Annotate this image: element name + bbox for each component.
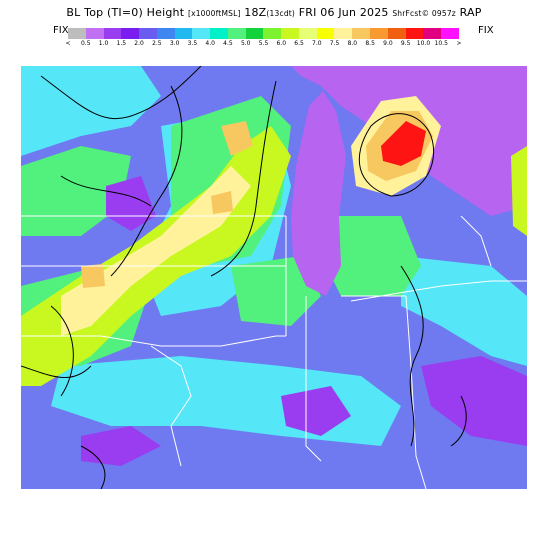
color-scale-bar — [68, 27, 459, 39]
color-scale-tick: 3.5 — [187, 40, 198, 47]
color-scale-tick: 10.5 — [434, 40, 448, 47]
color-scale-tick: 7.0 — [312, 40, 322, 47]
title-time: 18Z — [244, 6, 267, 19]
color-swatch — [370, 28, 388, 39]
color-swatch — [227, 28, 246, 39]
color-scale-tick: 2.0 — [134, 40, 144, 47]
field-green-west — [21, 146, 131, 236]
fix-left-label: FIX — [53, 25, 69, 36]
field-east-edge — [511, 146, 527, 236]
field-green-mid — [231, 256, 321, 326]
color-scale-tick: 7.5 — [329, 40, 340, 47]
color-swatch — [352, 28, 371, 39]
color-swatch — [85, 28, 104, 39]
color-scale-tick: 5.0 — [240, 40, 251, 47]
color-swatch — [103, 28, 122, 39]
color-scale-tick: 2.5 — [152, 40, 162, 47]
color-swatch — [387, 28, 406, 39]
color-swatch — [68, 28, 86, 39]
color-swatch — [210, 28, 228, 39]
field-orange-1 — [221, 121, 253, 156]
color-scale-tick: 4.5 — [223, 40, 233, 47]
color-swatch — [316, 28, 335, 39]
field-purple-1 — [106, 176, 156, 231]
field-purple-2 — [281, 386, 351, 436]
color-scale-tick: 4.0 — [205, 40, 215, 47]
color-scale-tick: 1.0 — [98, 40, 109, 47]
field-purple-3 — [421, 356, 527, 446]
color-swatch — [298, 28, 317, 39]
title-source: ShrFcst© 0957z — [392, 9, 456, 18]
contour-lines — [21, 66, 467, 489]
color-scale-tick: 8.0 — [347, 40, 358, 47]
fix-right-label: FIX — [478, 25, 494, 36]
color-swatch — [174, 28, 193, 39]
field-orange-3 — [81, 264, 105, 288]
color-swatch — [156, 28, 175, 39]
color-swatch — [441, 28, 459, 39]
field-hotspot-red — [381, 121, 426, 166]
color-scale-tick: 9.5 — [400, 40, 411, 47]
forecast-map — [21, 66, 527, 489]
color-scale-tick: 6.0 — [276, 40, 287, 47]
color-scale-tick: 6.5 — [294, 40, 304, 47]
color-swatch — [334, 28, 353, 39]
title-fcst: (13cdt) — [266, 9, 296, 18]
color-swatch — [139, 28, 157, 39]
field-orange-2 — [211, 191, 233, 214]
field-cyan-east — [401, 256, 527, 366]
title-date: FRI 06 Jun 2025 — [298, 6, 389, 19]
lake-michigan — [291, 91, 346, 296]
color-scale-tick: > — [456, 40, 462, 47]
field-purple-4 — [81, 426, 161, 466]
map-title: BL Top (TI=0) Height [x1000ftMSL] 18Z(13… — [0, 6, 548, 19]
color-scale-ticks: <0.5 1.0 1.5 2.0 2.5 3.0 3.5 4.0 4.5 5.0 5.5 6.0 6.5… — [60, 39, 476, 51]
color-swatch — [423, 28, 442, 39]
field-yellow-band — [61, 166, 251, 336]
color-scale-tick: 1.5 — [116, 40, 127, 47]
color-scale-tick: 5.5 — [258, 40, 269, 47]
map-canvas — [21, 66, 527, 489]
color-scale-tick: 9.0 — [383, 40, 393, 47]
title-main: BL Top (TI=0) Height — [66, 6, 185, 19]
color-swatch — [405, 28, 424, 39]
color-swatch — [121, 28, 140, 39]
field-green-east — [321, 216, 421, 296]
field-cyan-west — [21, 66, 161, 156]
color-swatch — [281, 28, 299, 39]
color-scale-tick: 8.5 — [365, 40, 375, 47]
color-swatch — [245, 28, 264, 39]
title-units: [x1000ftMSL] — [187, 9, 241, 18]
color-scale-tick: 10.0 — [416, 40, 431, 47]
state-boundaries — [21, 215, 527, 489]
color-swatch — [192, 28, 211, 39]
color-scale-tick: < — [65, 40, 71, 47]
color-swatch — [263, 28, 282, 39]
color-scale-tick: 3.0 — [169, 40, 180, 47]
title-model: RAP — [459, 6, 482, 19]
color-scale-tick: 0.5 — [80, 40, 91, 47]
